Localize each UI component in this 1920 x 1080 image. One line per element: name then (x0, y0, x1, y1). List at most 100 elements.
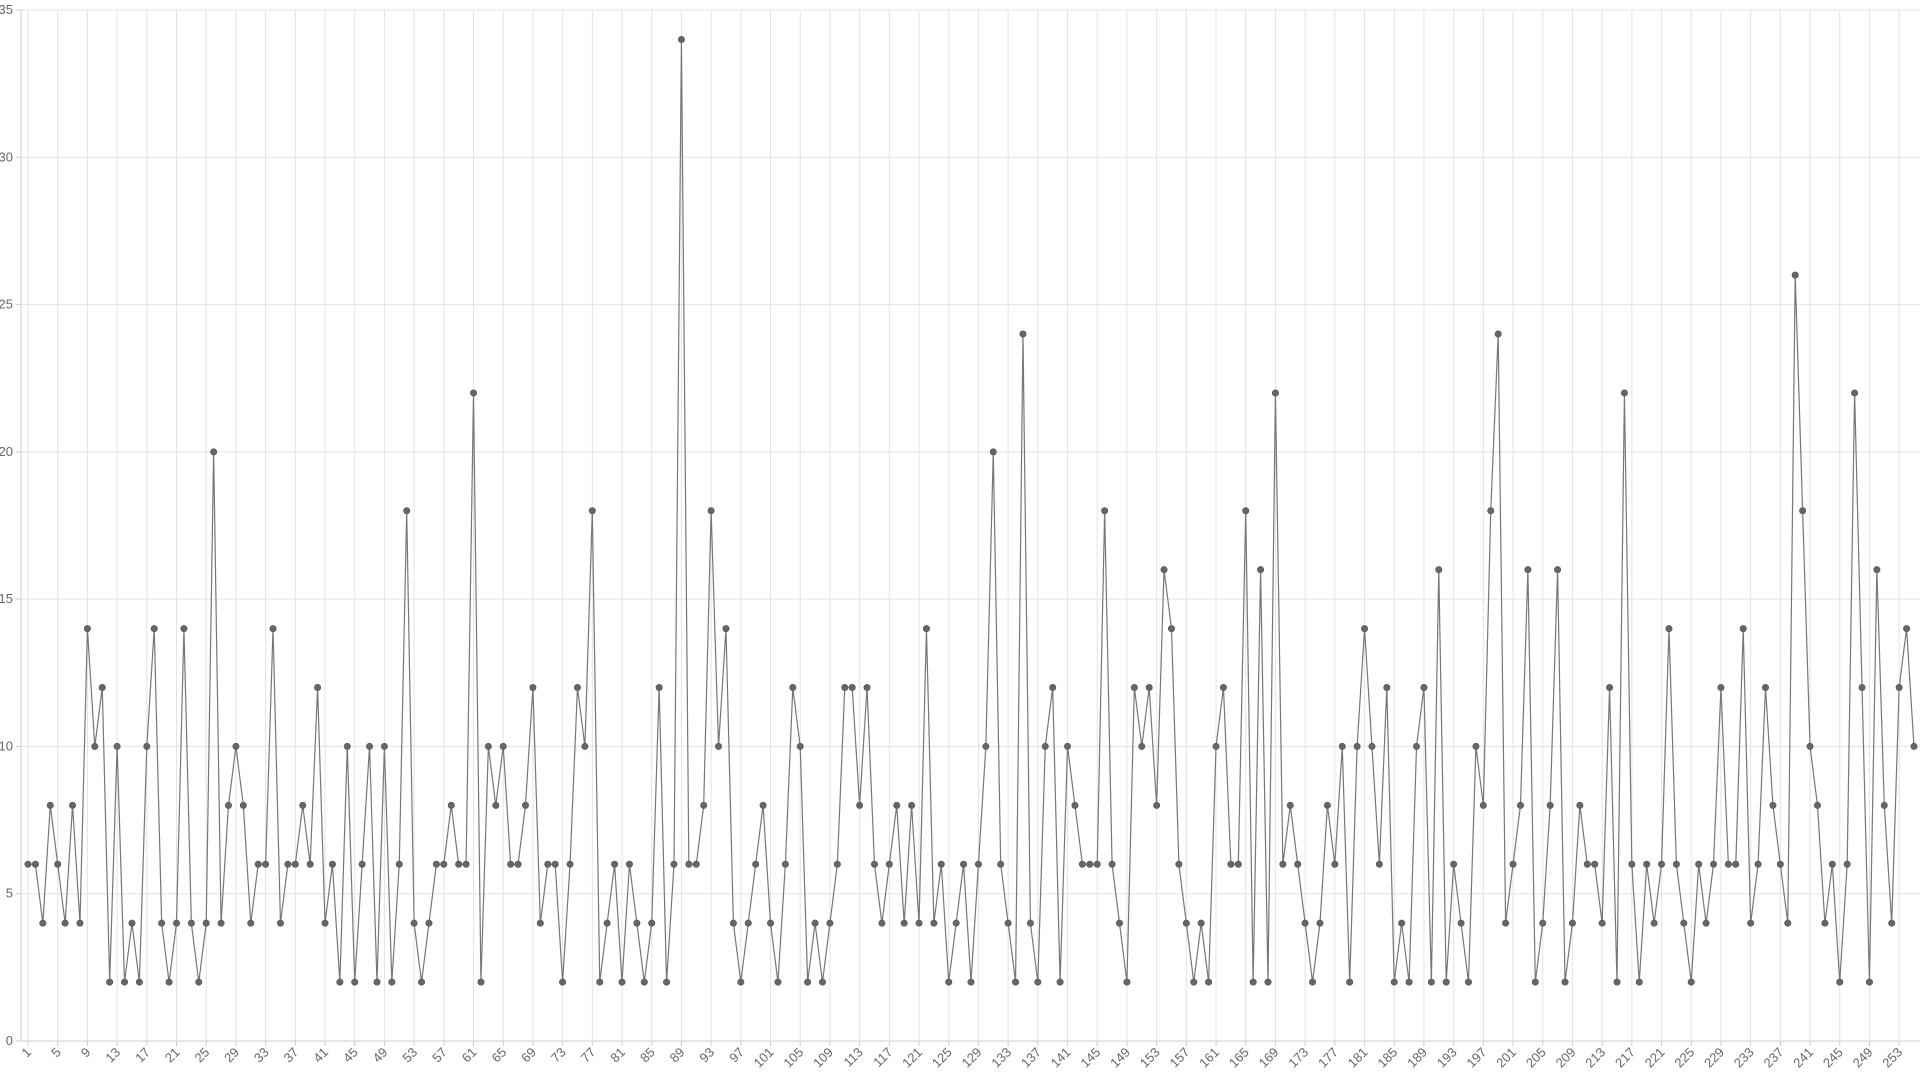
data-point (1205, 978, 1213, 986)
data-point (848, 684, 856, 692)
x-tick-label: 133 (988, 1045, 1014, 1071)
data-point (351, 978, 359, 986)
data-point (1903, 625, 1911, 633)
data-point (462, 860, 470, 868)
data-point (1910, 742, 1918, 750)
data-point (410, 919, 418, 927)
data-point (1271, 389, 1279, 397)
data-point (224, 801, 232, 809)
x-tick-label: 245 (1820, 1045, 1846, 1071)
x-tick-label: 229 (1701, 1045, 1727, 1071)
data-point (202, 919, 210, 927)
data-point (1012, 978, 1020, 986)
data-point (767, 919, 775, 927)
data-point (1479, 801, 1487, 809)
data-point (1747, 919, 1755, 927)
data-point (1457, 919, 1465, 927)
data-point (1123, 978, 1131, 986)
x-tick-label: 49 (370, 1045, 391, 1066)
data-point (1828, 860, 1836, 868)
data-point (1064, 742, 1072, 750)
x-tick-label: 209 (1553, 1045, 1579, 1071)
data-point (1361, 625, 1369, 633)
data-point (232, 742, 240, 750)
x-tick-label: 73 (548, 1045, 569, 1066)
data-point (1843, 860, 1851, 868)
data-point (573, 684, 581, 692)
data-point (818, 978, 826, 986)
data-point (1821, 919, 1829, 927)
data-point (373, 978, 381, 986)
data-point (1806, 742, 1814, 750)
data-point (1895, 684, 1903, 692)
x-tick-label: 25 (191, 1045, 212, 1066)
x-tick-label: 233 (1731, 1045, 1757, 1071)
x-tick-label: 97 (726, 1045, 747, 1066)
y-tick-label: 15 (0, 591, 13, 606)
data-point (967, 978, 975, 986)
data-point (150, 625, 158, 633)
data-point (1591, 860, 1599, 868)
data-point (366, 742, 374, 750)
x-tick-label: 5 (48, 1045, 64, 1061)
data-point (536, 919, 544, 927)
data-point (1472, 742, 1480, 750)
x-tick-label: 81 (607, 1045, 628, 1066)
data-point (328, 860, 336, 868)
data-point (1635, 978, 1643, 986)
data-point (870, 860, 878, 868)
data-point (1242, 507, 1250, 515)
data-point (997, 860, 1005, 868)
x-tick-label: 149 (1107, 1045, 1133, 1071)
data-point (358, 860, 366, 868)
data-point (1791, 271, 1799, 279)
data-point (856, 801, 864, 809)
data-point (284, 860, 292, 868)
data-point (1420, 684, 1428, 692)
y-tick-label: 35 (0, 2, 13, 17)
data-point (640, 978, 648, 986)
data-point (1524, 566, 1532, 574)
data-point (1442, 978, 1450, 986)
data-point (1338, 742, 1346, 750)
data-point (239, 801, 247, 809)
data-point (1583, 860, 1591, 868)
data-point (1413, 742, 1421, 750)
x-tick-label: 113 (840, 1045, 865, 1070)
data-point (663, 978, 671, 986)
x-tick-label: 29 (221, 1045, 242, 1066)
data-point (937, 860, 945, 868)
data-point (343, 742, 351, 750)
data-point (1279, 860, 1287, 868)
data-point (98, 684, 106, 692)
x-tick-label: 185 (1374, 1045, 1400, 1071)
data-point (306, 860, 314, 868)
data-point (1286, 801, 1294, 809)
data-point (930, 919, 938, 927)
data-point (551, 860, 559, 868)
data-point (507, 860, 515, 868)
data-point (885, 860, 893, 868)
data-point (1836, 978, 1844, 986)
data-point (596, 978, 604, 986)
x-tick-label: 57 (429, 1045, 450, 1066)
data-point (781, 860, 789, 868)
data-point (1561, 978, 1569, 986)
data-point (774, 978, 782, 986)
x-tick-label: 93 (696, 1045, 717, 1066)
data-point (291, 860, 299, 868)
x-tick-label: 201 (1493, 1045, 1519, 1071)
data-point (418, 978, 426, 986)
data-point (262, 860, 270, 868)
data-point (1034, 978, 1042, 986)
x-tick-label: 137 (1018, 1045, 1044, 1071)
data-point (336, 978, 344, 986)
x-tick-label: 85 (637, 1045, 658, 1066)
x-tick-label: 53 (399, 1045, 420, 1066)
data-point (1620, 389, 1628, 397)
data-point (1249, 978, 1257, 986)
x-tick-label: 153 (1137, 1045, 1163, 1071)
x-tick-label: 221 (1642, 1045, 1668, 1071)
data-point (299, 801, 307, 809)
data-point (588, 507, 596, 515)
